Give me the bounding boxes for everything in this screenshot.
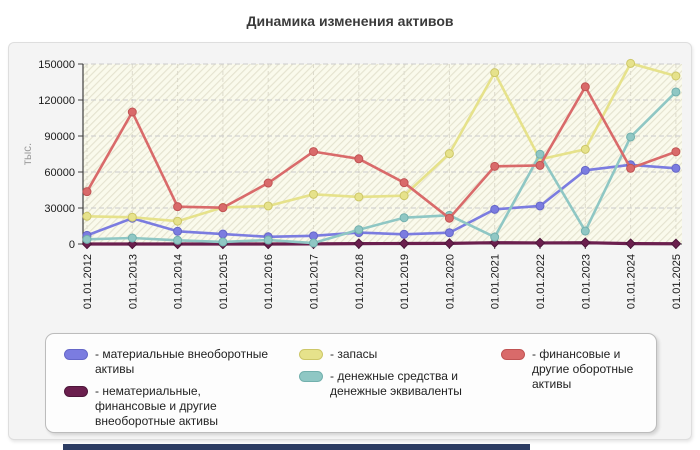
chart-panel: 0 30000 60000 90000 120000 150000 01.01.2012 01…	[8, 42, 692, 440]
chart-title: Динамика изменения активов	[246, 13, 454, 29]
svg-text:01.01.2021: 01.01.2021	[490, 254, 502, 309]
x-axis-labels: 01.01.2012 01.01.2013 01.01.2014 01.01.2015…	[82, 254, 683, 309]
series-2	[82, 58, 681, 226]
bottom-window-edge	[63, 444, 530, 450]
svg-text:01.01.2015: 01.01.2015	[218, 254, 230, 309]
svg-text:01.01.2018: 01.01.2018	[354, 254, 366, 309]
legend-swatch	[299, 371, 323, 382]
svg-text:01.01.2025: 01.01.2025	[671, 254, 683, 309]
legend-swatch	[64, 386, 88, 397]
legend-item: - денежные средства и денежные эквивален…	[299, 369, 501, 399]
legend-label: - материальные внеоборотные активы	[95, 347, 268, 376]
legend-item: - финансовые и другие оборотные активы	[501, 347, 656, 392]
legend-column: - финансовые и другие оборотные активы	[501, 347, 656, 436]
svg-text:01.01.2016: 01.01.2016	[263, 254, 275, 309]
svg-text:60000: 60000	[44, 167, 75, 179]
legend-label: - нематериальные, финансовые и другие вн…	[95, 384, 218, 428]
legend-label: - денежные средства и денежные эквивален…	[330, 369, 462, 398]
svg-text:90000: 90000	[44, 131, 75, 143]
legend: - материальные внеоборотные активы - нема…	[45, 333, 657, 433]
svg-text:0: 0	[69, 239, 75, 251]
svg-text:01.01.2012: 01.01.2012	[82, 254, 94, 309]
legend-swatch	[64, 349, 88, 360]
series-4	[82, 82, 681, 223]
legend-item: - нематериальные, финансовые и другие вн…	[64, 384, 299, 429]
svg-text:01.01.2024: 01.01.2024	[626, 254, 638, 309]
svg-text:01.01.2014: 01.01.2014	[173, 254, 185, 309]
svg-text:01.01.2023: 01.01.2023	[580, 254, 592, 309]
legend-swatch	[299, 349, 323, 360]
svg-text:01.01.2022: 01.01.2022	[535, 254, 547, 309]
svg-text:01.01.2013: 01.01.2013	[127, 254, 139, 309]
series-3	[82, 87, 681, 248]
svg-text:30000: 30000	[44, 203, 75, 215]
legend-column: - запасы - денежные средства и денежные э…	[299, 347, 501, 436]
legend-label: - финансовые и другие оборотные активы	[532, 347, 634, 391]
y-axis-title: тыс.	[22, 143, 34, 165]
legend-item: - запасы	[299, 347, 501, 362]
legend-item: - материальные внеоборотные активы	[64, 347, 299, 377]
svg-text:01.01.2020: 01.01.2020	[444, 254, 456, 309]
y-axis-labels: 0 30000 60000 90000 120000 150000	[38, 59, 75, 251]
svg-text:120000: 120000	[38, 95, 75, 107]
legend-swatch	[501, 349, 525, 360]
svg-text:01.01.2017: 01.01.2017	[309, 254, 321, 309]
svg-text:01.01.2019: 01.01.2019	[399, 254, 411, 309]
legend-column: - материальные внеоборотные активы - нема…	[64, 347, 299, 436]
legend-label: - запасы	[330, 347, 378, 361]
svg-text:150000: 150000	[38, 59, 75, 71]
